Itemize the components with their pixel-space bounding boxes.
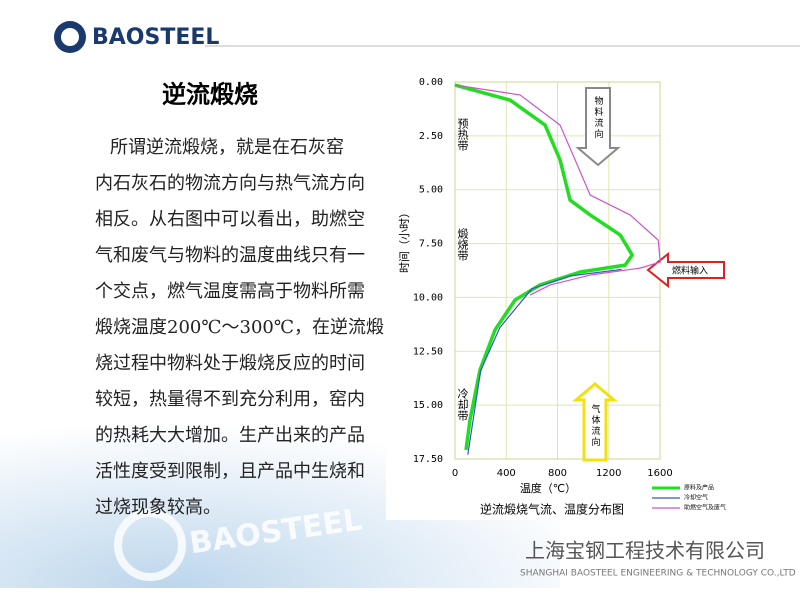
y-tick-label: 0.00 bbox=[419, 77, 443, 88]
material-flow-arrow bbox=[575, 87, 621, 167]
logo-inner bbox=[61, 28, 79, 46]
y-axis-title: 时间（小时） bbox=[398, 207, 411, 273]
y-tick-label: 10.00 bbox=[413, 292, 443, 303]
fuel-input-label: 燃料输入 bbox=[672, 265, 708, 277]
y-tick-label: 15.00 bbox=[413, 400, 443, 411]
y-tick-label: 12.50 bbox=[413, 346, 443, 357]
zone-label: 预热带 bbox=[456, 118, 469, 152]
chart-caption: 逆流煅烧气流、温度分布图 bbox=[480, 502, 624, 517]
paragraph: 所谓逆流煅烧，就是在石灰窑内石灰石的物流方向与热气流方向相反。从右图中可以看出，… bbox=[95, 137, 384, 518]
paragraph-line: 个交点，燃气温度需高于物料所需 bbox=[95, 281, 365, 302]
series-line bbox=[467, 268, 622, 455]
paragraph-line: 较短，热量得不到充分利用，窑内 bbox=[95, 389, 365, 410]
paragraph-line: 活性度受到限制，且产品中生烧和 bbox=[95, 461, 365, 482]
company-name-en: SHANGHAI BAOSTEEL ENGINEERING & TECHNOLO… bbox=[520, 569, 796, 579]
y-tick-label: 17.50 bbox=[413, 454, 443, 465]
x-tick-label: 1600 bbox=[647, 468, 672, 479]
gas-flow-arrow bbox=[571, 382, 619, 462]
x-tick-label: 0 bbox=[452, 468, 458, 479]
series-line bbox=[454, 83, 634, 451]
legend-label: 原料及产品 bbox=[684, 484, 714, 492]
paragraph-line: 烧过程中物料处于煅烧反应的时间 bbox=[95, 353, 365, 374]
company-name: 上海宝钢工程技术有限公司 bbox=[525, 539, 765, 563]
series-line bbox=[454, 84, 661, 296]
x-tick-label: 400 bbox=[497, 468, 516, 479]
x-tick-label: 800 bbox=[548, 468, 567, 479]
y-tick-label: 7.50 bbox=[419, 239, 443, 250]
x-axis-title: 温度（℃） bbox=[520, 481, 576, 495]
legend-label: 助燃空气及废气 bbox=[684, 504, 726, 512]
paragraph-line: 的热耗大大增加。生产出来的产品 bbox=[95, 425, 365, 446]
slide-title: 逆流煅烧 bbox=[162, 80, 258, 109]
paragraph-line: 相反。从右图中可以看出，助燃空 bbox=[95, 209, 365, 230]
watermark-logo bbox=[114, 509, 186, 581]
logo-text: BAOSTEEL bbox=[92, 25, 219, 50]
paragraph-line: 所谓逆流煅烧，就是在石灰窑 bbox=[110, 137, 344, 158]
paragraph-line: 过烧现象较高。 bbox=[95, 497, 221, 518]
zone-label: 冷却带 bbox=[456, 388, 469, 422]
y-tick-label: 5.00 bbox=[419, 185, 443, 196]
material-flow-label: 物料流向 bbox=[593, 95, 604, 140]
chart: 0.00 2.50 5.00 7.50 10.00 12.50 15.00 17.50 0 400… bbox=[398, 77, 726, 517]
paragraph-line: 内石灰石的物流方向与热气流方向 bbox=[95, 173, 365, 194]
x-tick-label: 1200 bbox=[596, 468, 621, 479]
gas-flow-label: 气体流向 bbox=[590, 403, 601, 448]
paragraph-line: 气和废气与物料的温度曲线只有一 bbox=[95, 245, 365, 266]
paragraph-line: 煅烧温度200℃～300℃，在逆流煅 bbox=[95, 317, 384, 338]
zone-label: 煅烧带 bbox=[456, 227, 469, 262]
legend-label: 冷却空气 bbox=[684, 494, 708, 502]
y-tick-label: 2.50 bbox=[419, 131, 443, 142]
fuel-input-arrow bbox=[646, 251, 725, 289]
